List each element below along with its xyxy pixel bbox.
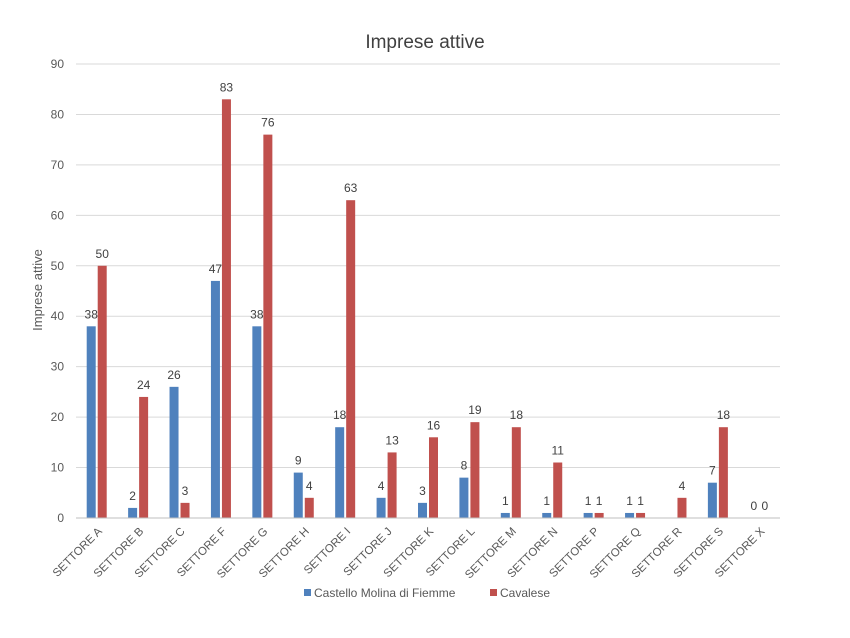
- bar-cavalese: [180, 502, 190, 518]
- bar-cavalese: [553, 462, 563, 518]
- data-label: 38: [250, 307, 264, 321]
- y-tick-label: 0: [57, 511, 64, 525]
- chart-title: Imprese attive: [365, 32, 484, 53]
- bar-cavalese: [470, 422, 480, 518]
- data-label: 18: [510, 408, 524, 422]
- bar-castello: [707, 482, 717, 518]
- y-axis-label: Imprese attive: [30, 249, 45, 331]
- bar-castello: [128, 507, 138, 518]
- bar-castello: [210, 280, 220, 518]
- bar-castello: [169, 386, 179, 518]
- legend-label: Castello Molina di Fiemme: [314, 586, 456, 600]
- data-label: 19: [468, 403, 482, 417]
- y-axis-ticks: 0 10 20 30 40 50 60 70 80 90: [51, 57, 65, 525]
- data-label: 63: [344, 181, 358, 195]
- data-label: 3: [419, 484, 426, 498]
- data-label: 50: [96, 247, 110, 261]
- data-label: 1: [543, 494, 550, 508]
- data-label: 4: [378, 479, 385, 493]
- data-label: 1: [585, 494, 592, 508]
- data-label: 1: [596, 494, 603, 508]
- bar-castello: [335, 427, 345, 518]
- y-tick-label: 10: [51, 461, 65, 475]
- data-label: 18: [333, 408, 347, 422]
- data-label: 11: [552, 444, 565, 458]
- data-label: 1: [637, 494, 644, 508]
- y-tick-label: 50: [51, 259, 65, 273]
- data-label: 24: [137, 378, 151, 392]
- bar-cavalese: [97, 265, 107, 518]
- bar-castello: [293, 472, 303, 518]
- legend-label: Cavalese: [500, 586, 550, 600]
- bar-cavalese: [304, 497, 314, 518]
- legend-swatch: [490, 589, 497, 596]
- data-label: 83: [220, 80, 234, 94]
- bar-cavalese: [221, 99, 231, 519]
- y-tick-label: 90: [51, 57, 65, 71]
- data-label: 4: [679, 479, 686, 493]
- y-tick-label: 60: [51, 208, 65, 222]
- data-label: 18: [717, 408, 731, 422]
- bar-castello: [459, 477, 469, 518]
- y-tick-label: 30: [51, 360, 65, 374]
- data-label: 13: [385, 433, 399, 447]
- y-tick-label: 40: [51, 309, 65, 323]
- data-label: 4: [306, 479, 313, 493]
- bar-castello: [252, 326, 262, 518]
- bar-castello: [418, 502, 427, 518]
- bar-castello: [86, 326, 96, 518]
- bar-castello: [376, 497, 386, 518]
- legend-swatch: [304, 589, 311, 596]
- bar-cavalese: [387, 452, 397, 518]
- data-label: 8: [461, 459, 468, 473]
- bar-cavalese: [636, 512, 646, 518]
- data-label: 26: [167, 368, 181, 382]
- bar-cavalese: [677, 497, 687, 518]
- bars: [86, 99, 728, 519]
- y-tick-label: 20: [51, 410, 65, 424]
- bar-cavalese: [139, 396, 149, 518]
- data-label: 7: [709, 464, 716, 478]
- bar-cavalese: [718, 427, 728, 518]
- bar-cavalese: [263, 134, 273, 518]
- bar-castello: [500, 512, 510, 518]
- data-label: 3: [182, 484, 189, 498]
- bar-cavalese: [346, 200, 356, 518]
- legend: Castello Molina di Fiemme Cavalese: [304, 586, 550, 600]
- y-tick-label: 80: [51, 107, 65, 121]
- bar-cavalese: [594, 512, 604, 518]
- data-label: 0: [761, 499, 768, 513]
- data-label: 16: [427, 418, 441, 432]
- bar-cavalese: [511, 427, 521, 518]
- bar-castello: [542, 512, 552, 518]
- gridlines: [76, 63, 780, 469]
- data-label: 9: [295, 454, 302, 468]
- data-label: 47: [209, 262, 223, 276]
- y-tick-label: 70: [51, 158, 65, 172]
- data-label: 76: [261, 116, 275, 130]
- bar-castello: [583, 512, 593, 518]
- bar-cavalese: [429, 437, 438, 518]
- data-label: 38: [85, 307, 99, 321]
- data-label: 1: [502, 494, 509, 508]
- data-label: 0: [750, 499, 757, 513]
- data-label: 2: [129, 489, 136, 503]
- bar-castello: [625, 512, 635, 518]
- data-label: 1: [626, 494, 633, 508]
